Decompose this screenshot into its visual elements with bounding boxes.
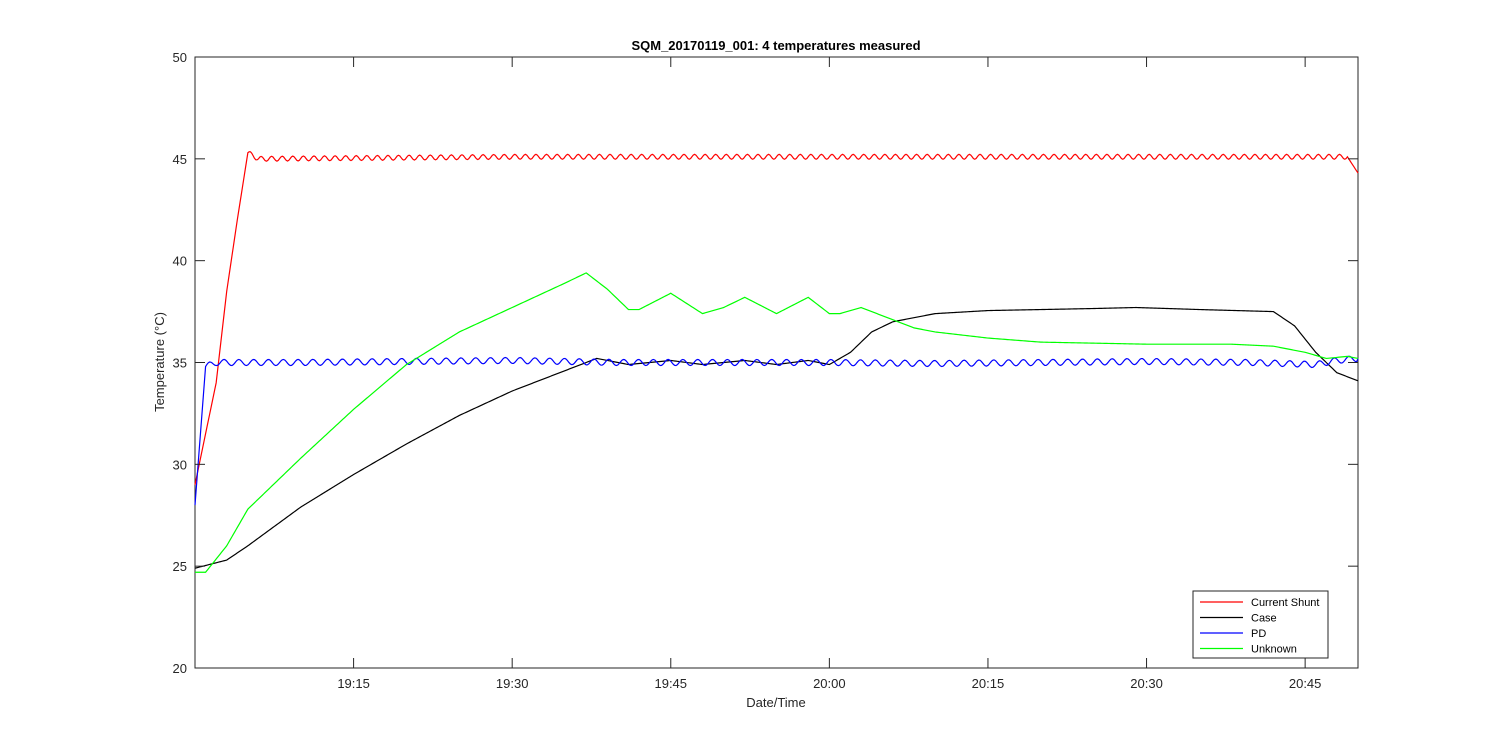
- y-axis-label: Temperature (°C): [152, 312, 167, 412]
- axes-layer: 19:15 19:30 19:45 20:00 20:15 20:30 20:45 20 25 3…: [173, 50, 1358, 691]
- chart-title: SQM_20170119_001: 4 temperatures measure…: [631, 38, 920, 53]
- x-tick-label: 20:45: [1289, 676, 1322, 691]
- legend: Current Shunt Case PD Unknown: [1192, 590, 1329, 659]
- y-tick-label: 50: [173, 50, 187, 65]
- y-tick-label: 45: [173, 152, 187, 167]
- x-tick-label: 20:30: [1130, 676, 1163, 691]
- x-axis-label: Date/Time: [746, 695, 805, 710]
- legend-label: PD: [1251, 628, 1266, 640]
- y-tick-label: 35: [173, 356, 187, 371]
- legend-label: Case: [1251, 613, 1277, 625]
- y-tick-label: 25: [173, 559, 187, 574]
- x-tick-label: 19:15: [337, 676, 370, 691]
- y-tick-label: 30: [173, 457, 187, 472]
- legend-label: Current Shunt: [1251, 597, 1319, 609]
- series-line-unknown: [195, 272, 1359, 573]
- series-line-current-shunt: [194, 151, 1359, 485]
- legend-label: Unknown: [1251, 644, 1297, 656]
- y-tick-label: 20: [173, 661, 187, 676]
- x-tick-label: 20:15: [972, 676, 1005, 691]
- x-tick-label: 20:00: [813, 676, 846, 691]
- series-layer: [194, 151, 1359, 573]
- x-tick-label: 19:30: [496, 676, 529, 691]
- series-line-pd: [194, 355, 1359, 506]
- plot-area: [194, 56, 1359, 669]
- x-tick-label: 19:45: [654, 676, 687, 691]
- y-tick-label: 40: [173, 254, 187, 269]
